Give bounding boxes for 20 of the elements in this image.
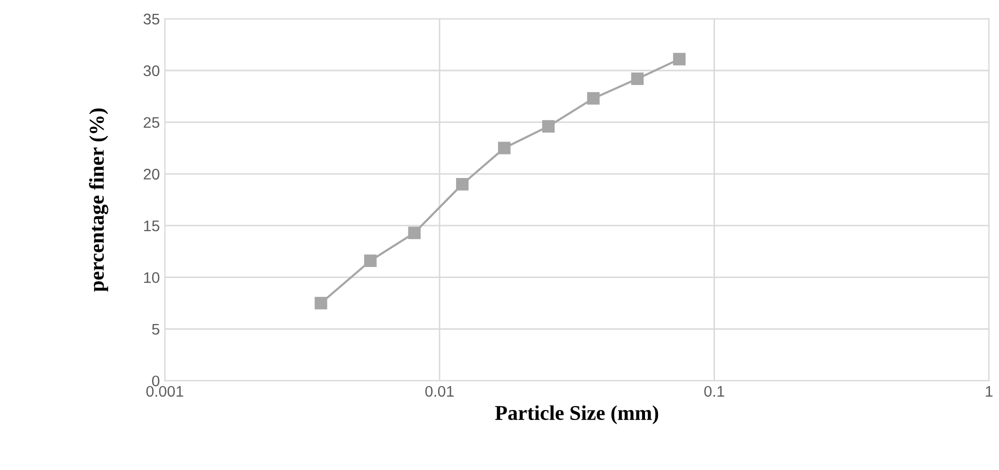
y-axis-title: percentage finer (%) [88,108,108,292]
y-tick-label: 15 [144,220,160,232]
x-tick-label: 0.1 [704,386,724,397]
y-tick-label: 0 [152,376,160,386]
y-tick-label: 5 [152,324,160,335]
x-axis-title: Particle Size (mm) [495,405,658,424]
point [542,120,555,133]
y-tick-label: 30 [144,65,160,76]
x-tick-label: 0.01 [425,386,454,397]
point [587,92,600,105]
point [408,226,421,240]
y-tick-label: 35 [144,14,160,24]
y-tick-label: 20 [144,168,160,180]
point [498,142,511,154]
point [631,72,644,86]
point [364,254,377,268]
x-tick-label: 1 [986,386,993,397]
y-tick-label: 25 [144,117,160,128]
x-tick-label: 0.001 [146,386,184,397]
y-tick-label: 10 [144,272,160,283]
